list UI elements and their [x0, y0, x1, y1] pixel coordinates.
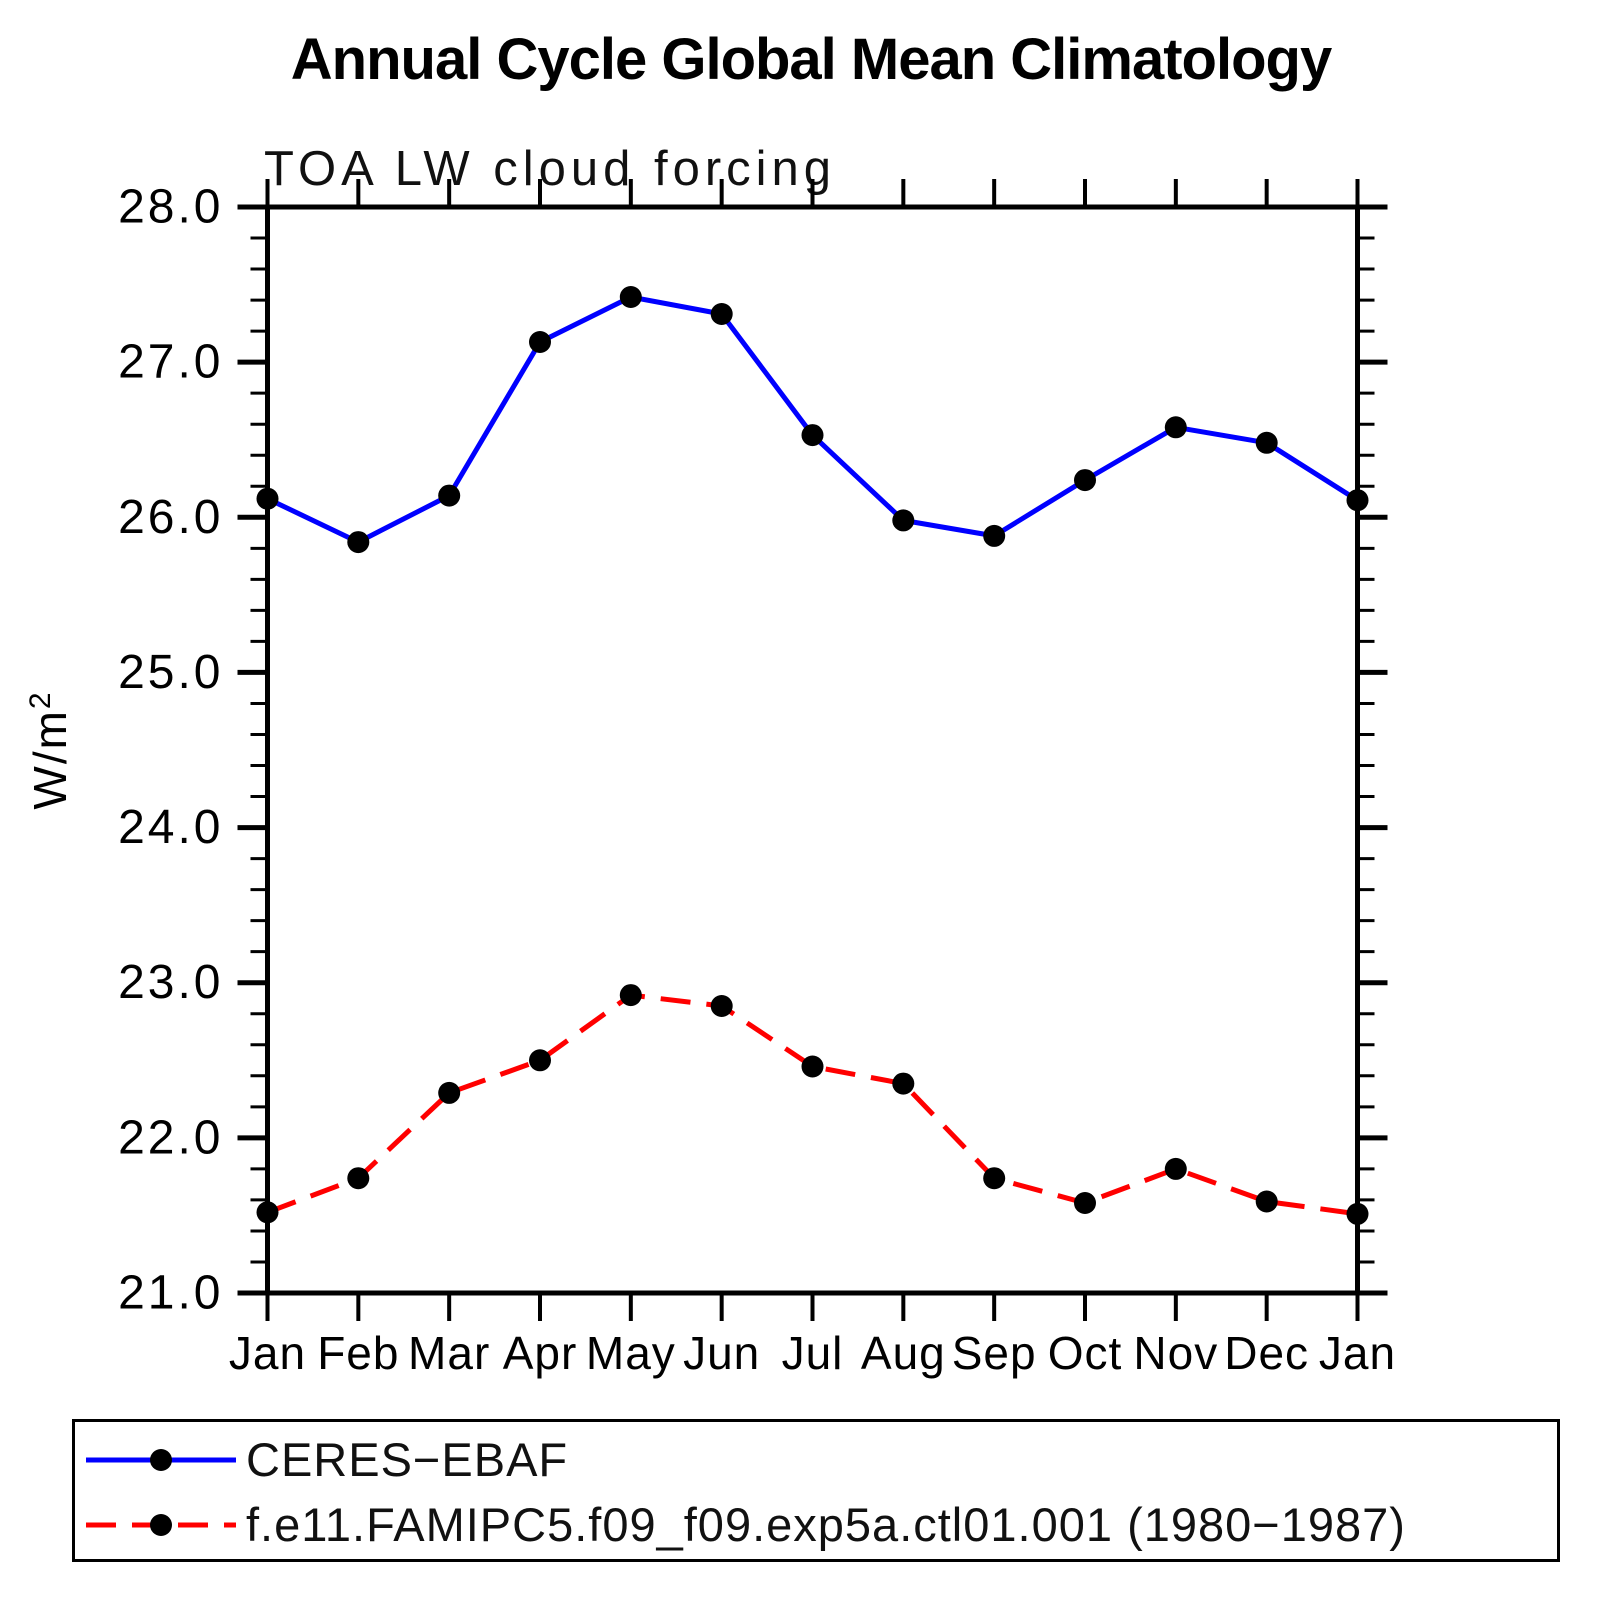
data-point-1-Mar [438, 1081, 461, 1104]
data-point-1-Jul [801, 1055, 824, 1078]
x-tick-label-Feb-1: Feb [317, 1327, 399, 1379]
y-tick-label: 24.0 [118, 801, 223, 854]
x-tick-label-Apr-3: Apr [503, 1327, 578, 1379]
x-tick-label-May-4: May [586, 1327, 676, 1379]
y-axis-title: W/m2 [24, 690, 76, 809]
x-tick-label-Jul-6: Jul [782, 1327, 844, 1379]
y-tick-label: 25.0 [118, 646, 223, 699]
data-point-0-Sep [983, 524, 1006, 547]
data-point-1-May [619, 984, 642, 1007]
y-tick-label: 28.0 [118, 181, 223, 234]
x-tick-label-Jun-5: Jun [683, 1327, 760, 1379]
legend-label-ceres: CERES−EBAF [246, 1433, 569, 1486]
data-point-0-Aug [892, 509, 915, 532]
y-tick-label: 26.0 [118, 491, 223, 544]
data-point-0-Dec [1255, 431, 1278, 454]
data-point-1-Oct [1074, 1192, 1096, 1214]
data-point-1-Apr [529, 1049, 551, 1072]
data-point-0-Mar [438, 484, 461, 507]
y-tick-label: 23.0 [118, 956, 223, 1009]
x-tick-label-Mar-2: Mar [408, 1327, 490, 1379]
y-tick-label: 21.0 [118, 1267, 223, 1320]
data-point-0-Jun [710, 303, 733, 325]
x-tick-label-Dec-11: Dec [1224, 1327, 1309, 1379]
legend: CERES−EBAF f.e11.FAMIPC5.f09_f09.exp5a.c… [72, 1419, 1560, 1562]
legend-swatch-model [86, 1514, 236, 1536]
y-tick-label: 27.0 [118, 336, 223, 389]
legend-item-model: f.e11.FAMIPC5.f09_f09.exp5a.ctl01.001 (1… [81, 1498, 1406, 1551]
legend-item-ceres: CERES−EBAF [81, 1433, 569, 1486]
plot-frame [265, 204, 1360, 1296]
chart-title: Annual Cycle Global Mean Climatology [290, 27, 1332, 92]
legend-label-model: f.e11.FAMIPC5.f09_f09.exp5a.ctl01.001 (1… [246, 1498, 1406, 1551]
data-point-0-Jul [801, 424, 824, 447]
data-point-1-Dec [1255, 1190, 1278, 1213]
data-point-1-Aug [892, 1072, 915, 1095]
x-tick-label-Sep-8: Sep [952, 1327, 1037, 1379]
data-point-0-May [619, 286, 642, 308]
data-point-1-Sep [983, 1167, 1006, 1190]
x-tick-label-Jan-12: Jan [1319, 1327, 1396, 1379]
data-point-0-Nov [1164, 416, 1187, 439]
series-line-1 [266, 992, 1358, 1217]
data-point-1-Jun [710, 995, 733, 1017]
data-point-0-Oct [1074, 469, 1096, 492]
data-point-0-Feb [347, 531, 370, 554]
data-point-1-Nov [1164, 1157, 1187, 1180]
x-tick-label-Aug-7: Aug [861, 1327, 946, 1379]
legend-swatch-ceres [86, 1449, 236, 1471]
series-line-0 [266, 294, 1359, 545]
x-tick-label-Jan-0: Jan [229, 1327, 306, 1379]
y-tick-label: 22.0 [118, 1111, 223, 1164]
data-point-1-Feb [347, 1167, 370, 1190]
x-tick-label-Oct-9: Oct [1048, 1327, 1123, 1379]
x-tick-label-Nov-10: Nov [1133, 1327, 1218, 1379]
data-point-0-Apr [529, 331, 551, 353]
